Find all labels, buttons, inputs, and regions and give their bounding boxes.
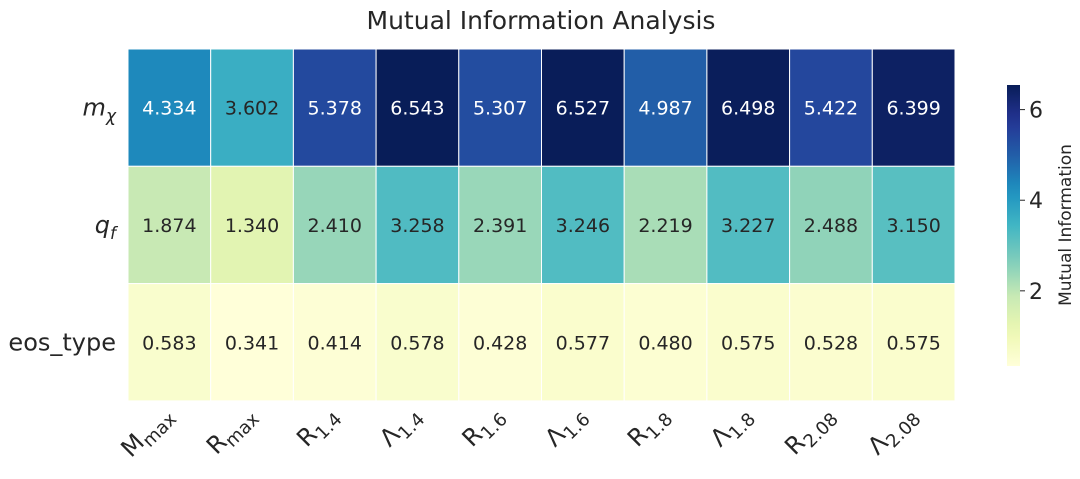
cell-value-label: 0.428: [473, 332, 527, 354]
cell-value-label: 4.987: [638, 98, 692, 120]
heatmap-cell: [292, 165, 377, 285]
row-label: qf: [95, 211, 119, 244]
heatmap-cell: [127, 283, 212, 402]
cell-value-label: 3.602: [225, 98, 279, 120]
cell-value-label: 3.246: [556, 215, 610, 237]
row-label: mχ: [83, 94, 117, 127]
heatmap-cell: [623, 283, 708, 402]
colorbar-tick-label: 6: [1029, 99, 1043, 124]
column-label: Mmax: [115, 400, 181, 466]
heatmap-cell: [789, 283, 873, 402]
heatmap-cell: [871, 165, 956, 285]
row-label: eos_type: [8, 328, 116, 356]
cell-value-label: 5.307: [473, 98, 527, 120]
heatmap-cell: [292, 283, 377, 402]
heatmap-cells: 4.334 3.602 5.378 6.543 5.307 6.527 4.987 6.498…: [127, 48, 956, 402]
cell-value-label: 6.498: [721, 98, 775, 120]
heatmap-cell: [458, 283, 542, 402]
cell-value-label: 0.414: [308, 332, 362, 354]
cell-value-label: 3.258: [390, 215, 444, 237]
colorbar-tick-label: 2: [1029, 280, 1043, 305]
cell-value-label: 0.575: [886, 332, 940, 354]
cell-value-label: 1.874: [142, 215, 196, 237]
heatmap-cell: [292, 48, 377, 167]
cell-value-label: 0.480: [638, 332, 692, 354]
cell-value-label: 6.399: [886, 98, 940, 120]
column-label: Λ2.08: [862, 400, 925, 463]
cell-value-label: 2.488: [804, 215, 858, 237]
heatmap-cell: [210, 48, 294, 167]
column-label: Λ1.4: [374, 400, 429, 455]
cell-value-label: 0.575: [721, 332, 775, 354]
cell-value-label: 6.543: [390, 98, 444, 120]
heatmap-cell: [127, 48, 212, 167]
column-label: R1.8: [622, 400, 677, 455]
cell-value-label: 3.150: [886, 215, 940, 237]
cell-value-label: 0.578: [390, 332, 444, 354]
heatmap-cell: [706, 283, 791, 402]
heatmap-cell: [541, 165, 625, 285]
column-label: Rmax: [201, 400, 264, 463]
row-labels: mχ qf eos_type: [8, 94, 119, 357]
cell-value-label: 2.410: [308, 215, 362, 237]
cell-value-label: 2.219: [638, 215, 692, 237]
cell-value-label: 0.341: [225, 332, 279, 354]
cell-value-label: 0.528: [804, 332, 858, 354]
colorbar-tick-label: 4: [1029, 189, 1043, 214]
cell-value-label: 5.378: [308, 98, 362, 120]
cell-value-label: 3.227: [721, 215, 775, 237]
cell-value-label: 5.422: [804, 98, 858, 120]
colorbar-gradient: [1007, 85, 1020, 366]
heatmap-cell: [210, 283, 294, 402]
heatmap-cell: [706, 48, 791, 167]
cell-value-label: 0.577: [556, 332, 610, 354]
column-label: R2.08: [779, 400, 842, 463]
cell-value-label: 4.334: [142, 98, 196, 120]
heatmap-cell: [871, 283, 956, 402]
cell-value-label: 6.527: [556, 98, 610, 120]
column-labels: Mmax Rmax R1.4 Λ1.4 R1.6 Λ1.6 R1.8 Λ1.8 R2.08 Λ2.…: [115, 400, 925, 466]
cell-value-label: 2.391: [473, 215, 527, 237]
colorbar-ticks: 2 4 6: [1020, 99, 1043, 305]
heatmap-cell: [375, 48, 460, 167]
colorbar-label: Mutual Information: [1056, 144, 1076, 306]
column-label: R1.6: [457, 400, 512, 455]
heatmap-cell: [458, 165, 542, 285]
cell-value-label: 0.583: [142, 332, 196, 354]
heatmap-cell: [789, 165, 873, 285]
heatmap-cell: [210, 165, 294, 285]
heatmap-cell: [541, 48, 625, 167]
heatmap-cell: [458, 48, 542, 167]
column-label: Λ1.8: [705, 400, 760, 455]
heatmap-cell: [871, 48, 956, 167]
colorbar: 2 4 6 Mutual Information: [1007, 85, 1076, 366]
chart-title: Mutual Information Analysis: [367, 6, 716, 35]
column-label: R1.4: [291, 400, 346, 455]
column-label: Λ1.6: [539, 400, 594, 455]
cell-value-label: 1.340: [225, 215, 279, 237]
heatmap-cell: [706, 165, 791, 285]
heatmap-cell: [623, 165, 708, 285]
heatmap-cell: [375, 165, 460, 285]
